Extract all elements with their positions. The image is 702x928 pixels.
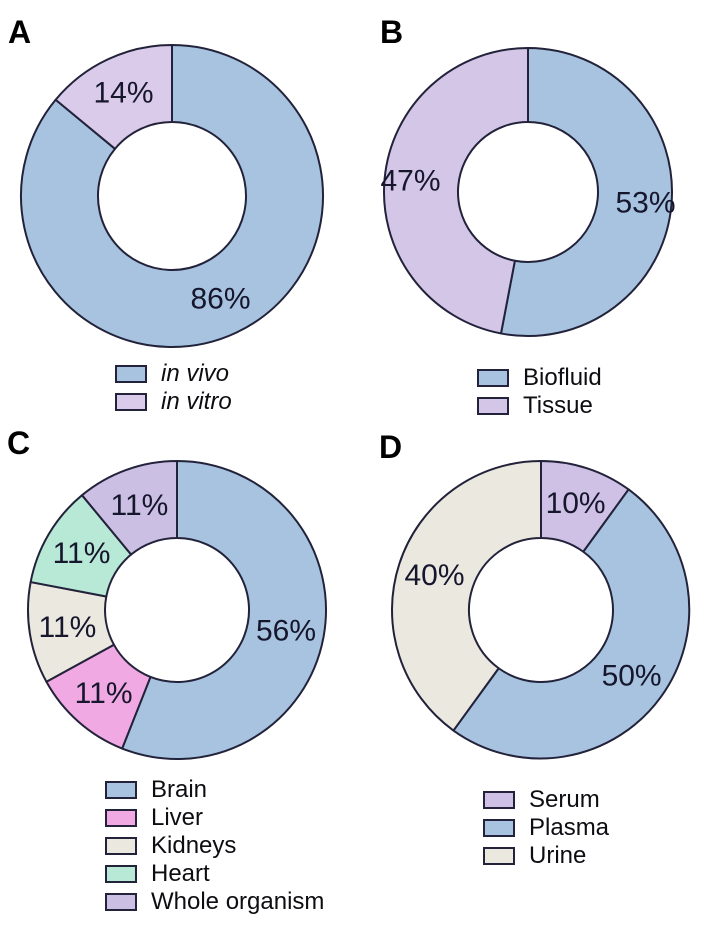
slice-percentage-label: 56%	[256, 614, 316, 647]
legend-c: Brain Liver Kidneys Heart Whole organism	[105, 775, 325, 919]
legend-label: Urine	[529, 841, 587, 869]
slice-percentage-label: 11%	[38, 611, 96, 644]
legend-swatch	[105, 836, 137, 855]
legend-label: Serum	[529, 785, 600, 813]
legend-a: in vivo in vitro	[115, 359, 232, 419]
legend-item-kidneys: Kidneys	[105, 831, 324, 859]
panel-label-c: C	[7, 425, 31, 461]
legend-swatch	[483, 818, 515, 837]
donut-slice-whole-organism	[81, 460, 178, 556]
donut-slice-urine	[391, 460, 542, 732]
slice-percentage-label: 11%	[110, 489, 168, 522]
legend-item-whole-organism: Whole organism	[105, 887, 325, 915]
legend-label: Kidneys	[151, 831, 237, 859]
legend-label: Whole organism	[151, 887, 325, 915]
legend-label: Plasma	[529, 813, 610, 841]
panel-label-b: B	[380, 14, 404, 50]
legend-label: Tissue	[523, 391, 593, 419]
panel-label-a: A	[8, 14, 32, 50]
legend-item-brain: Brain	[105, 775, 324, 803]
legend-item-tissue: Tissue	[477, 391, 602, 419]
donut-slice-in-vitro	[54, 44, 173, 150]
donut-slice-biofluid	[500, 47, 673, 337]
legend-d: Serum Plasma Urine	[483, 785, 610, 873]
donut-slice-in-vivo	[20, 44, 324, 348]
legend-label: Liver	[151, 803, 204, 831]
legend-swatch	[477, 396, 509, 415]
legend-item-plasma: Plasma	[483, 813, 610, 841]
legend-swatch	[105, 864, 137, 883]
donut-chart-b: 53% 47%	[380, 47, 676, 337]
legend-swatch	[105, 780, 137, 799]
slice-percentage-label: 10%	[546, 487, 606, 520]
legend-swatch	[115, 364, 147, 383]
slice-percentage-label: 11%	[75, 677, 133, 710]
slice-percentage-label: 50%	[602, 659, 662, 692]
legend-item-serum: Serum	[483, 785, 609, 813]
legend-swatch	[483, 790, 515, 809]
legend-label: in vitro	[161, 387, 232, 415]
donut-chart-a: 86% 14%	[20, 44, 324, 348]
legend-label: Heart	[151, 859, 210, 887]
legend-swatch	[477, 368, 509, 387]
legend-item-in-vitro: in vitro	[115, 387, 232, 415]
legend-swatch	[115, 392, 147, 411]
donut-slice-plasma	[452, 488, 691, 760]
donut-chart-d: 10% 50% 40%	[391, 460, 691, 760]
legend-swatch	[483, 846, 515, 865]
legend-label: in vivo	[161, 359, 230, 387]
donut-chart-c: 56% 11% 11% 11% 11%	[27, 460, 327, 760]
slice-percentage-label: 86%	[190, 283, 250, 316]
legend-b: Biofluid Tissue	[477, 363, 602, 423]
donut-slice-tissue	[383, 47, 529, 335]
legend-swatch	[105, 892, 137, 911]
legend-swatch	[105, 808, 137, 827]
legend-item-heart: Heart	[105, 859, 324, 887]
slice-percentage-label: 53%	[615, 187, 675, 220]
legend-label: Brain	[151, 775, 208, 803]
slice-percentage-label: 11%	[53, 537, 111, 570]
slice-percentage-label: 14%	[93, 76, 153, 109]
donut-slice-brain	[121, 460, 327, 760]
panel-label-d: D	[379, 429, 403, 465]
slice-percentage-label: 40%	[404, 559, 464, 592]
legend-item-in-vivo: in vivo	[115, 359, 232, 387]
legend-item-urine: Urine	[483, 841, 609, 869]
legend-label: Biofluid	[523, 363, 602, 391]
legend-item-biofluid: Biofluid	[477, 363, 602, 391]
slice-percentage-label: 47%	[380, 164, 440, 197]
legend-item-liver: Liver	[105, 803, 324, 831]
